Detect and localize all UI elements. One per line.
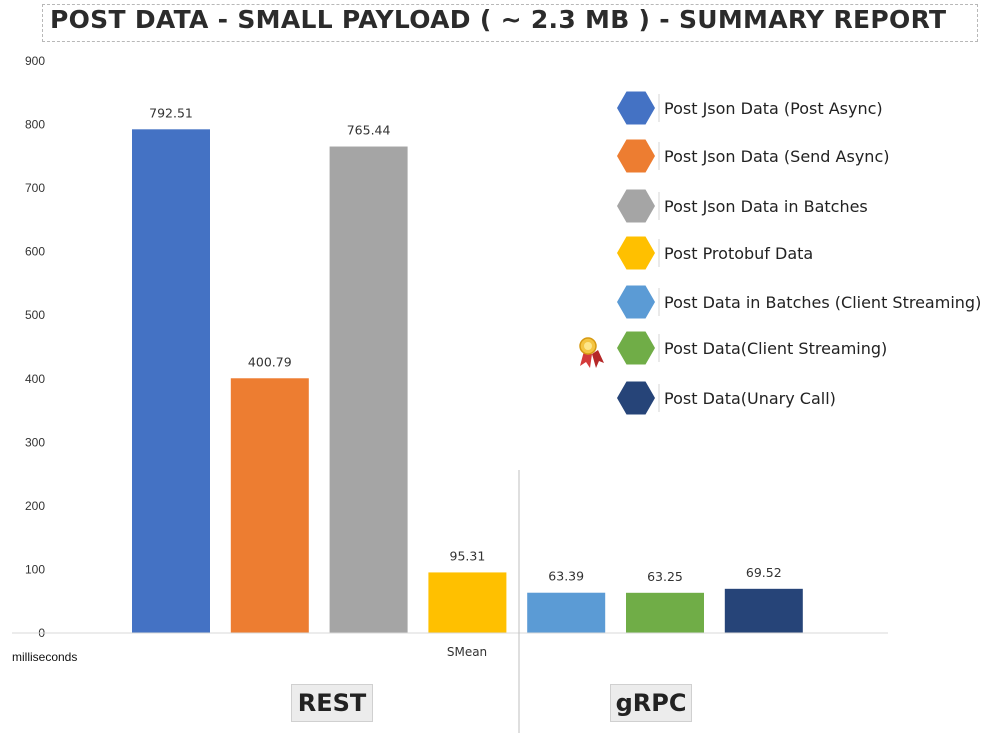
bars [132,129,803,634]
data-label: 400.79 [248,354,292,369]
legend: Post Json Data (Post Async) Post Json Dat… [579,91,981,415]
bar [329,146,408,633]
legend-swatch-hexagon-icon [617,91,655,125]
legend-swatch-hexagon-icon [617,331,655,365]
legend-swatch-hexagon-icon [617,139,655,173]
bar [527,592,606,633]
group-label-rest: REST [291,684,373,722]
data-labels: 792.51 400.79 765.44 95.31 63.39 63.25 69.52 [149,105,782,583]
data-label: 95.31 [450,548,486,563]
y-axis-unit-label: milliseconds [12,650,77,664]
bar [626,592,704,633]
legend-item: Post Data(Unary Call) [617,381,836,415]
legend-swatch-hexagon-icon [617,381,655,415]
y-tick-label: 800 [25,118,45,132]
award-ribbon-icon [579,337,604,368]
title-frame [42,4,978,42]
y-tick-label: 300 [25,435,45,449]
legend-swatch-hexagon-icon [617,236,655,270]
legend-label: Post Data(Client Streaming) [664,339,887,358]
legend-item: Post Json Data (Post Async) [617,91,883,125]
y-tick-label: 900 [25,54,45,68]
data-label: 765.44 [347,123,391,138]
data-label: 792.51 [149,105,193,120]
legend-label: Post Json Data in Batches [664,197,868,216]
y-tick-label: 100 [25,562,45,576]
data-label: 63.39 [548,569,584,584]
legend-label: Post Data(Unary Call) [664,389,836,408]
legend-swatch-hexagon-icon [617,189,655,223]
legend-label: Post Json Data (Send Async) [664,147,889,166]
y-tick-label: 600 [25,245,45,259]
bar [132,129,210,634]
legend-item: Post Data in Batches (Client Streaming) [617,285,981,319]
data-label: 69.52 [746,565,782,580]
group-label-grpc: gRPC [610,684,692,722]
legend-label: Post Protobuf Data [664,244,813,263]
legend-item: Post Data(Client Streaming) [579,331,887,368]
bar [724,588,803,633]
data-label: 63.25 [647,569,683,584]
y-tick-label: 700 [25,181,45,195]
legend-item: Post Json Data in Batches [617,189,868,223]
chart-title: POST DATA - SMALL PAYLOAD ( ~ 2.3 MB ) -… [50,5,947,34]
y-tick-label: 500 [25,308,45,322]
x-axis-label: SMean [447,645,487,659]
y-tick-label: 200 [25,499,45,513]
legend-item: Post Json Data (Send Async) [617,139,889,173]
legend-item: Post Protobuf Data [617,236,813,270]
legend-label: Post Data in Batches (Client Streaming) [664,293,981,312]
y-tick-label: 400 [25,372,45,386]
bar [428,572,507,633]
legend-swatch-hexagon-icon [617,285,655,319]
legend-label: Post Json Data (Post Async) [664,99,883,118]
bar [230,378,309,633]
